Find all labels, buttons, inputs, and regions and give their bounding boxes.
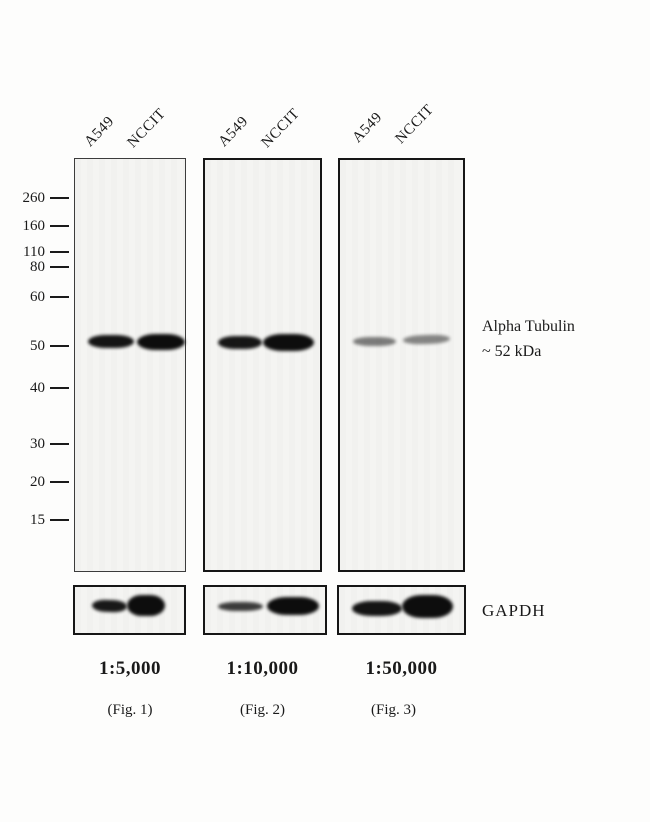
protein-band	[402, 595, 453, 618]
mw-marker-260: 260	[0, 189, 72, 207]
mw-marker-tick	[50, 480, 69, 484]
control-panel-3	[337, 585, 466, 635]
mw-marker-value: 110	[23, 244, 45, 260]
mw-marker-160: 160	[0, 217, 72, 235]
blot-panel-1	[74, 158, 186, 572]
lane-label-panel1-nccit: NCCIT	[124, 105, 169, 151]
dilution-label-3: 1:50,000	[365, 658, 438, 679]
protein-band	[402, 334, 451, 345]
lane-label-panel2-nccit: NCCIT	[258, 105, 303, 151]
protein-band	[267, 597, 319, 615]
mw-marker-value: 80	[30, 259, 45, 275]
blot-panel-3	[338, 158, 465, 572]
target-protein-name: Alpha Tubulin	[482, 318, 575, 335]
lane-label-panel3-nccit: NCCIT	[392, 101, 437, 147]
blot-panel-2	[203, 158, 322, 572]
mw-marker-tick	[50, 386, 69, 390]
protein-band	[88, 335, 134, 348]
protein-band	[218, 336, 262, 349]
lane-label-panel2-a549: A549	[215, 113, 252, 150]
lane-label-panel1-a549: A549	[81, 113, 118, 150]
target-protein-label: Alpha Tubulin ~ 52 kDa	[482, 314, 575, 364]
target-protein-size: ~ 52 kDa	[482, 343, 542, 360]
mw-marker-tick	[50, 518, 69, 522]
protein-band	[91, 599, 128, 613]
mw-marker-20: 20	[0, 473, 72, 491]
mw-marker-value: 40	[30, 380, 45, 396]
dilution-label-2: 1:10,000	[226, 658, 299, 679]
mw-marker-tick	[50, 344, 69, 348]
protein-band	[137, 334, 185, 350]
mw-marker-15: 15	[0, 511, 72, 529]
mw-marker-50: 50	[0, 337, 72, 355]
mw-marker-tick	[50, 295, 69, 299]
mw-marker-tick	[50, 196, 69, 200]
figure-number-3: (Fig. 3)	[371, 702, 416, 718]
protein-band	[353, 337, 396, 346]
mw-marker-value: 20	[30, 474, 45, 490]
protein-band	[127, 595, 165, 616]
mw-marker-110: 110	[0, 243, 72, 261]
mw-marker-tick	[50, 224, 69, 228]
control-panel-2	[203, 585, 327, 635]
mw-marker-tick	[50, 250, 69, 254]
mw-marker-40: 40	[0, 379, 72, 397]
mw-marker-tick	[50, 442, 69, 446]
mw-marker-30: 30	[0, 435, 72, 453]
figure-number-1: (Fig. 1)	[107, 702, 153, 718]
mw-marker-tick	[50, 265, 69, 269]
protein-band	[218, 602, 263, 611]
control-panel-1	[73, 585, 186, 635]
mw-marker-value: 30	[30, 436, 45, 452]
lane-label-panel3-a549: A549	[349, 109, 386, 146]
mw-marker-value: 60	[30, 289, 45, 305]
loading-control-label: GAPDH	[482, 601, 546, 620]
figure-number-2: (Fig. 2)	[240, 702, 285, 718]
mw-marker-60: 60	[0, 288, 72, 306]
mw-marker-value: 50	[30, 338, 45, 354]
mw-marker-value: 260	[22, 190, 46, 206]
protein-band	[352, 601, 402, 616]
mw-marker-value: 15	[30, 512, 45, 528]
mw-marker-80: 80	[0, 258, 72, 276]
protein-band	[263, 334, 314, 351]
mw-marker-value: 160	[22, 218, 46, 234]
dilution-label-1: 1:5,000	[98, 658, 162, 679]
